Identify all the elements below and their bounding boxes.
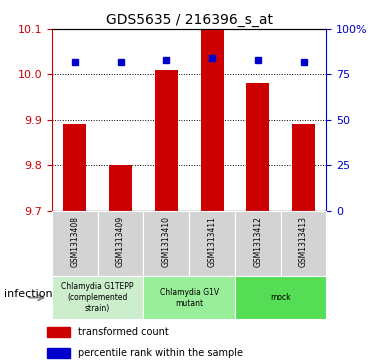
Bar bbox=[109, 165, 132, 211]
Bar bbox=[63, 124, 86, 211]
Bar bbox=[155, 70, 178, 211]
Text: GSM1313409: GSM1313409 bbox=[116, 216, 125, 267]
Text: transformed count: transformed count bbox=[78, 327, 169, 337]
Text: Chlamydia G1V
mutant: Chlamydia G1V mutant bbox=[160, 287, 219, 308]
Bar bbox=[201, 29, 223, 211]
Text: infection: infection bbox=[4, 289, 52, 299]
Text: Chlamydia G1TEPP
(complemented
strain): Chlamydia G1TEPP (complemented strain) bbox=[62, 282, 134, 313]
Title: GDS5635 / 216396_s_at: GDS5635 / 216396_s_at bbox=[106, 13, 273, 26]
Text: GSM1313411: GSM1313411 bbox=[208, 216, 217, 267]
Bar bbox=[246, 83, 269, 211]
Text: GSM1313413: GSM1313413 bbox=[299, 216, 308, 267]
Text: GSM1313412: GSM1313412 bbox=[253, 216, 262, 267]
Text: GSM1313410: GSM1313410 bbox=[162, 216, 171, 267]
Bar bbox=[47, 348, 70, 358]
Text: mock: mock bbox=[270, 293, 291, 302]
Text: percentile rank within the sample: percentile rank within the sample bbox=[78, 348, 243, 358]
Bar bbox=[47, 327, 70, 337]
Bar bbox=[292, 124, 315, 211]
Text: GSM1313408: GSM1313408 bbox=[70, 216, 79, 267]
